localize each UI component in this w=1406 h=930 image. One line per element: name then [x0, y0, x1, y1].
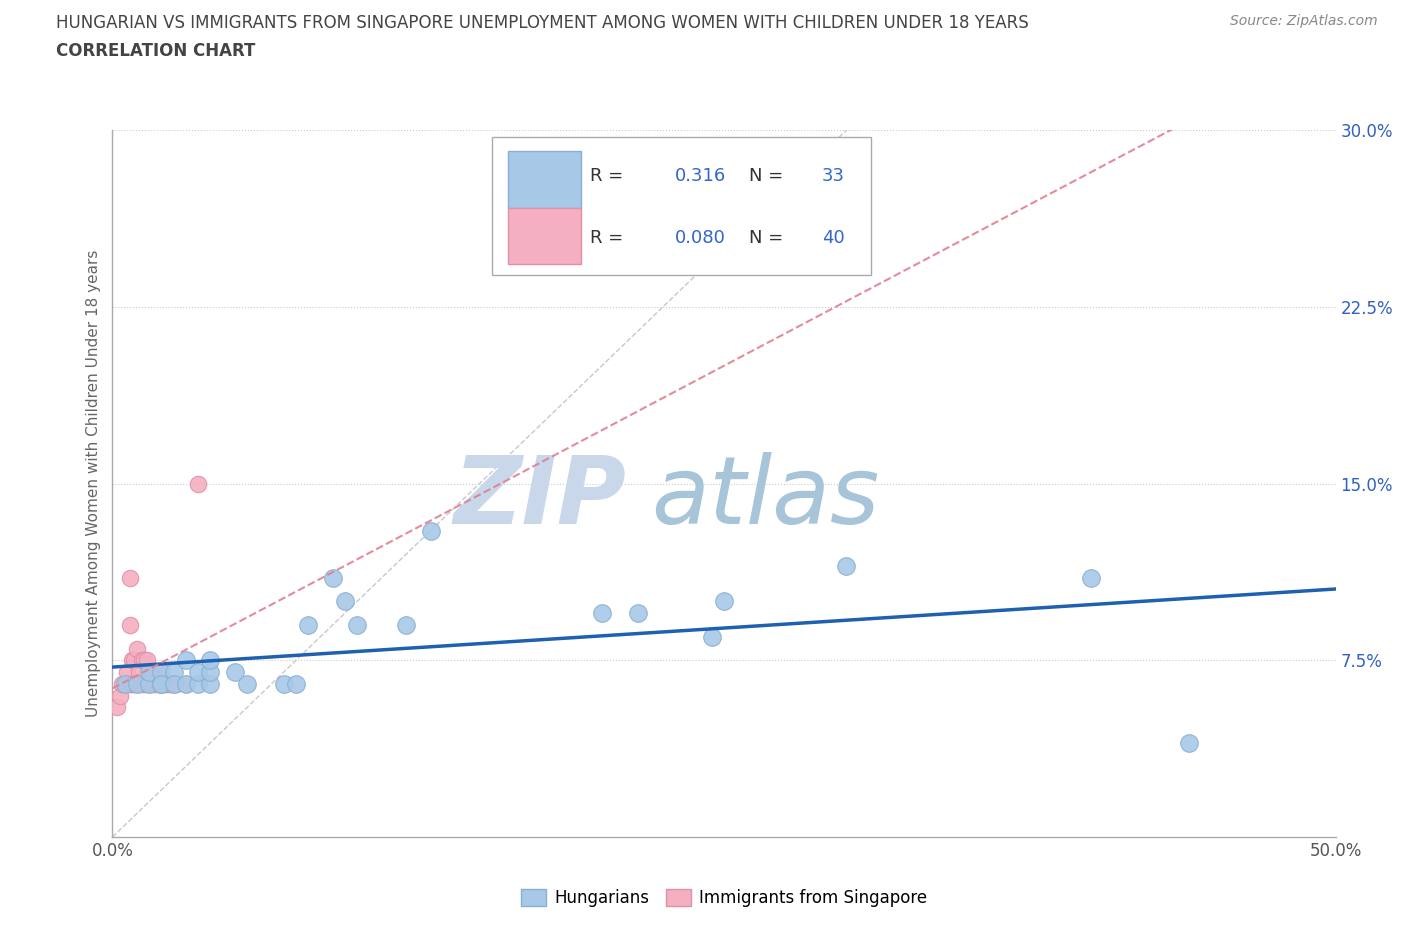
Text: atlas: atlas: [651, 452, 879, 543]
Point: [174, 653, 197, 668]
Point: [125, 676, 148, 691]
Point: [150, 665, 173, 680]
Point: [148, 676, 170, 691]
Point: [700, 630, 723, 644]
Point: [713, 594, 735, 609]
Point: [1080, 570, 1102, 585]
Point: [200, 676, 222, 691]
Point: [224, 665, 246, 680]
Point: [141, 676, 163, 691]
Point: [131, 653, 153, 668]
Legend: Hungarians, Immigrants from Singapore: Hungarians, Immigrants from Singapore: [515, 882, 934, 913]
Point: [419, 524, 441, 538]
Point: [143, 676, 166, 691]
Point: [163, 665, 186, 680]
Point: [165, 676, 187, 691]
Text: 40: 40: [823, 229, 845, 246]
Point: [160, 676, 183, 691]
Point: [236, 676, 259, 691]
Point: [187, 665, 209, 680]
Point: [591, 605, 613, 620]
Text: 33: 33: [823, 167, 845, 185]
Point: [174, 676, 197, 691]
Text: 0.080: 0.080: [675, 229, 725, 246]
Text: N =: N =: [748, 167, 789, 185]
Point: [153, 676, 176, 691]
Text: R =: R =: [589, 229, 628, 246]
Point: [333, 594, 356, 609]
Point: [187, 676, 209, 691]
Point: [138, 676, 160, 691]
Point: [135, 653, 157, 668]
Point: [138, 665, 160, 680]
Point: [1178, 736, 1201, 751]
Text: HUNGARIAN VS IMMIGRANTS FROM SINGAPORE UNEMPLOYMENT AMONG WOMEN WITH CHILDREN UN: HUNGARIAN VS IMMIGRANTS FROM SINGAPORE U…: [56, 14, 1029, 32]
Point: [134, 653, 156, 668]
Point: [108, 688, 131, 703]
Point: [131, 676, 153, 691]
Point: [134, 676, 156, 691]
Point: [125, 641, 148, 656]
Point: [322, 570, 344, 585]
Point: [138, 676, 160, 691]
Point: [128, 665, 150, 680]
Point: [141, 665, 163, 680]
Point: [150, 676, 173, 691]
Point: [163, 676, 186, 691]
Text: ZIP: ZIP: [453, 452, 626, 544]
Point: [395, 618, 418, 632]
Point: [118, 676, 141, 691]
Point: [200, 653, 222, 668]
Point: [128, 676, 150, 691]
Point: [114, 676, 136, 691]
Text: R =: R =: [589, 167, 628, 185]
Point: [111, 676, 134, 691]
Text: Source: ZipAtlas.com: Source: ZipAtlas.com: [1230, 14, 1378, 28]
Point: [163, 676, 186, 691]
Point: [124, 676, 146, 691]
Point: [273, 676, 295, 691]
Point: [174, 676, 197, 691]
Point: [150, 676, 173, 691]
Point: [118, 570, 141, 585]
Text: N =: N =: [748, 229, 789, 246]
Point: [346, 618, 368, 632]
Point: [138, 665, 160, 680]
Point: [115, 676, 138, 691]
Point: [105, 700, 128, 715]
FancyBboxPatch shape: [492, 138, 870, 275]
Point: [187, 476, 209, 491]
Point: [200, 665, 222, 680]
FancyBboxPatch shape: [508, 208, 581, 264]
Point: [627, 605, 650, 620]
Point: [145, 665, 167, 680]
Text: CORRELATION CHART: CORRELATION CHART: [56, 42, 256, 60]
Y-axis label: Unemployment Among Women with Children Under 18 years: Unemployment Among Women with Children U…: [86, 250, 101, 717]
Point: [125, 676, 148, 691]
Point: [297, 618, 319, 632]
Point: [124, 653, 146, 668]
Point: [150, 676, 173, 691]
Point: [157, 676, 180, 691]
Point: [121, 676, 143, 691]
Point: [121, 653, 143, 668]
Text: 0.316: 0.316: [675, 167, 727, 185]
Point: [145, 676, 167, 691]
Point: [835, 559, 858, 574]
FancyBboxPatch shape: [508, 152, 581, 208]
Point: [114, 676, 136, 691]
Point: [155, 676, 177, 691]
Point: [284, 676, 308, 691]
Point: [118, 618, 141, 632]
Point: [135, 676, 157, 691]
Point: [115, 665, 138, 680]
